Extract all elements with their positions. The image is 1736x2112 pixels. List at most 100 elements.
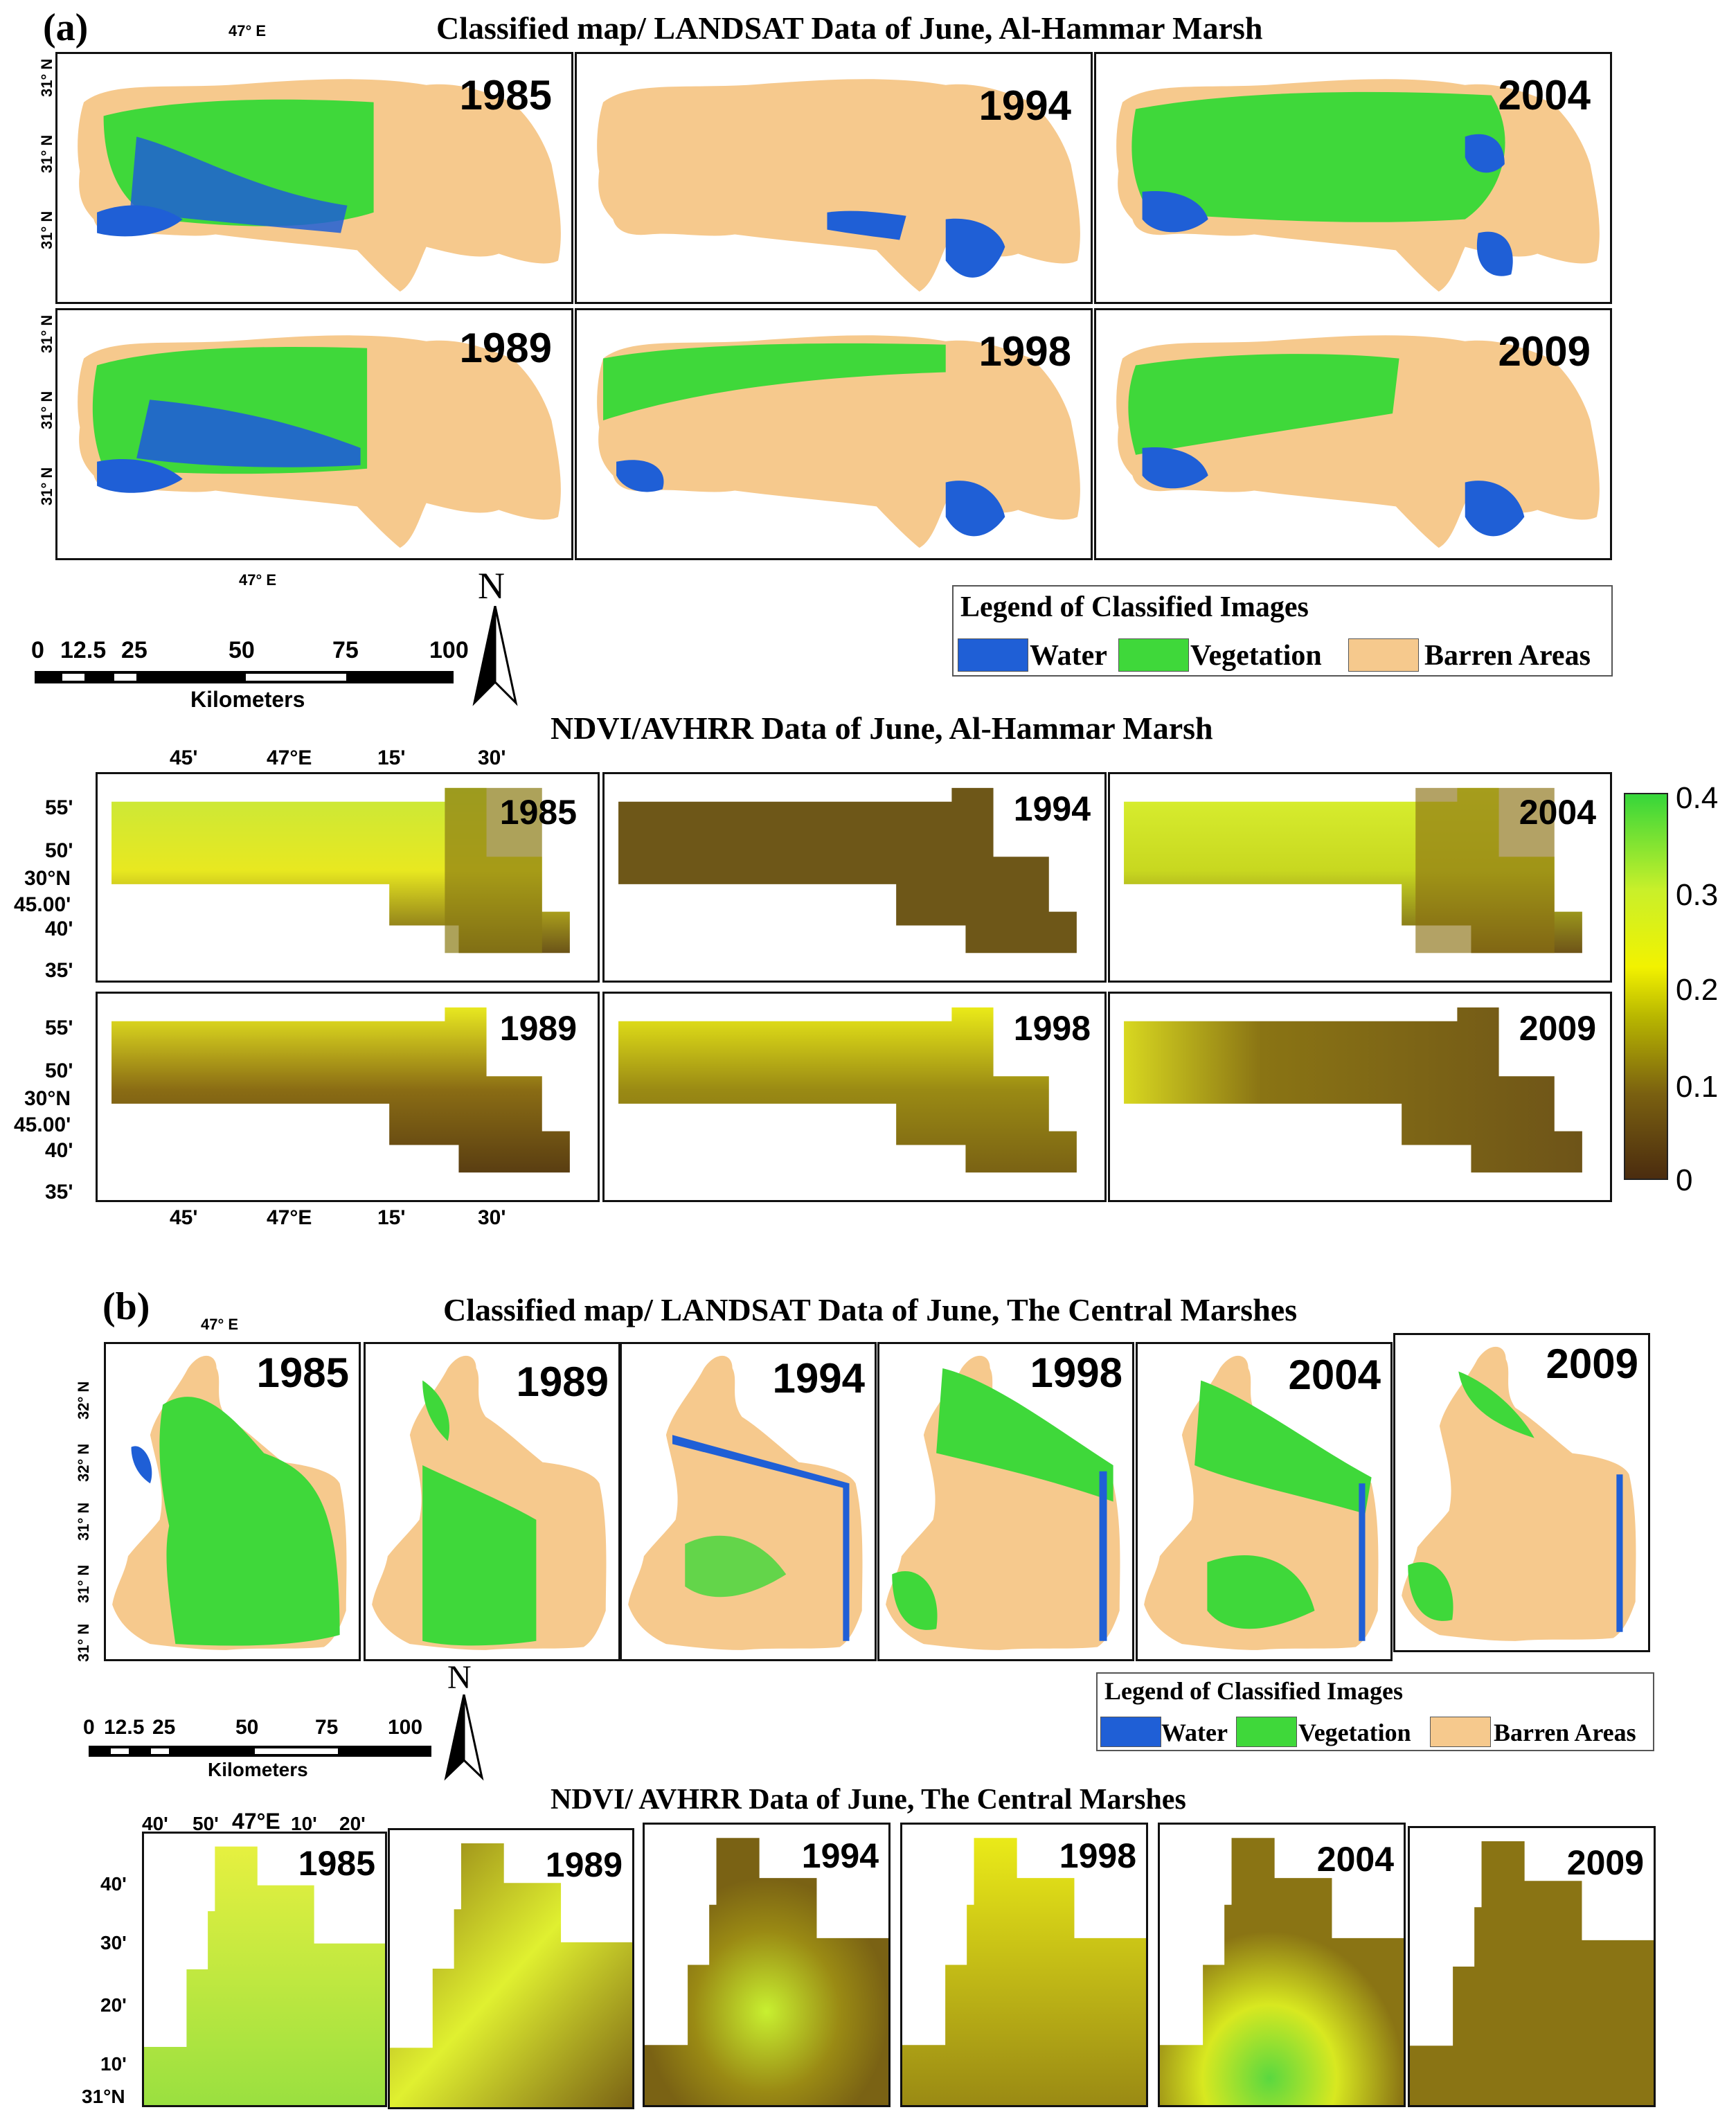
scale-tick: 100 <box>388 1716 423 1739</box>
ndvi-lat-tick: 20' <box>100 1994 127 2016</box>
colorbar-tick: 0.2 <box>1676 973 1719 1007</box>
water-swatch <box>1100 1717 1161 1747</box>
year-label: 2004 <box>1316 1840 1394 1879</box>
colorbar-tick: 0.4 <box>1676 781 1719 815</box>
scale-tick: 75 <box>315 1716 339 1739</box>
scale-tick: 25 <box>152 1716 176 1739</box>
barren-swatch <box>1348 638 1419 672</box>
scale-unit: Kilometers <box>190 687 305 712</box>
year-label: 1994 <box>978 82 1071 129</box>
colorbar-tick: 0.1 <box>1676 1070 1719 1104</box>
scale-bar-b: 0 12.5 25 50 75 100 Kilometers <box>83 1716 443 1780</box>
year-label: 2009 <box>1566 1843 1644 1882</box>
year-label: 1985 <box>459 72 552 118</box>
legend-label: Water <box>1030 640 1107 672</box>
year-label: 1994 <box>801 1836 879 1875</box>
legend-title: Legend of Classified Images <box>1104 1677 1403 1705</box>
ndvi-lon-tick: 47°E <box>267 746 312 769</box>
classified-map-a-1989: 1989 <box>55 308 573 560</box>
year-label: 2009 <box>1519 1009 1596 1048</box>
legend-label: Vegetation <box>1298 1719 1411 1746</box>
scale-tick: 100 <box>429 637 469 663</box>
ndvi-lat-tick: 50' <box>45 1059 73 1082</box>
lat-tick: 31° N <box>38 391 55 429</box>
ndvi-lon-tick: 45' <box>170 746 198 769</box>
ndvi-map-b-1998: 1998 <box>900 1823 1148 2107</box>
north-arrow-a: N <box>471 564 519 710</box>
year-label: 1998 <box>978 328 1071 375</box>
year-label: 1989 <box>459 325 552 371</box>
north-label: N <box>478 565 505 607</box>
year-label: 2004 <box>1498 72 1591 118</box>
legend-a: Legend of Classified Images Water Vegeta… <box>952 585 1613 677</box>
lon-tick-b: 47° E <box>201 1316 239 1333</box>
north-label: N <box>447 1659 472 1696</box>
ndvi-map-a-1985: 1985 <box>96 772 600 983</box>
ndvi-lon-tick: 15' <box>377 746 406 769</box>
ndvi-lon-tick: 10' <box>291 1813 317 1834</box>
ndvi-lat-tick: 45.00' <box>14 1113 71 1136</box>
ndvi-lat-tick: 40' <box>100 1873 127 1895</box>
ndvi-lat-tick: 35' <box>45 959 73 982</box>
year-label: 1989 <box>516 1359 609 1405</box>
ndvi-lat-tick: 55' <box>45 1017 73 1039</box>
scale-tick: 12.5 <box>60 637 107 663</box>
ndvi-map-b-2004: 2004 <box>1158 1823 1406 2107</box>
ndvi-title-b: NDVI/ AVHRR Data of June, The Central Ma… <box>551 1784 1186 1816</box>
classified-map-a-1998: 1998 <box>575 308 1093 560</box>
vegetation-swatch <box>1118 638 1189 672</box>
ndvi-map-b-1989: 1989 <box>388 1828 634 2109</box>
classified-title-b: Classified map/ LANDSAT Data of June, Th… <box>443 1292 1298 1327</box>
year-label: 1998 <box>1013 1009 1091 1048</box>
ndvi-lon-tick: 47°E <box>232 1809 280 1834</box>
year-label: 2004 <box>1519 793 1596 832</box>
lat-tick: 31° N <box>38 467 55 505</box>
scale-tick: 0 <box>31 637 44 663</box>
classified-map-a-2004: 2004 <box>1094 52 1612 304</box>
ndvi-lon-tick: 47°E <box>267 1206 312 1229</box>
classified-map-a-1985: 1985 <box>55 52 573 304</box>
ndvi-map-a-1998: 1998 <box>602 992 1107 1202</box>
colorbar-tick: 0.3 <box>1676 878 1719 912</box>
scale-unit: Kilometers <box>208 1759 308 1780</box>
ndvi-lon-tick: 45' <box>170 1206 198 1229</box>
ndvi-lat-tick: 40' <box>45 918 73 940</box>
year-label: 2009 <box>1546 1341 1638 1387</box>
year-label: 2004 <box>1288 1352 1381 1398</box>
lat-tick: 32° N <box>75 1443 92 1482</box>
vegetation-swatch <box>1236 1717 1297 1747</box>
scale-tick: 50 <box>235 1716 259 1739</box>
classified-map-b-1985: 1985 <box>104 1342 361 1661</box>
legend-b: Legend of Classified Images Water Vegeta… <box>1096 1672 1654 1751</box>
ndvi-lat-tick: 45.00' <box>14 893 71 916</box>
water-swatch <box>958 638 1028 672</box>
lon-tick-bottom-a: 47° E <box>239 571 277 589</box>
north-arrow-b: N <box>443 1658 485 1783</box>
lon-tick-top-a: 47° E <box>229 22 267 39</box>
ndvi-lon-tick: 40' <box>142 1813 168 1834</box>
scale-tick: 0 <box>83 1716 95 1739</box>
legend-label: Barren Areas <box>1494 1719 1636 1746</box>
ndvi-map-a-2009: 2009 <box>1108 992 1612 1202</box>
legend-label: Vegetation <box>1190 640 1322 672</box>
year-label: 1994 <box>772 1355 865 1402</box>
ndvi-map-b-1994: 1994 <box>643 1823 891 2107</box>
legend-title: Legend of Classified Images <box>960 591 1309 623</box>
ndvi-lat-tick: 55' <box>45 796 73 819</box>
ndvi-lat-tick: 35' <box>45 1181 73 1203</box>
lat-tick: 32° N <box>75 1381 92 1420</box>
barren-swatch <box>1430 1717 1491 1747</box>
lat-tick: 31° N <box>75 1502 92 1541</box>
ndvi-lat-tick: 30°N <box>24 1087 71 1110</box>
legend-label: Water <box>1161 1719 1228 1746</box>
ndvi-map-a-1994: 1994 <box>602 772 1107 983</box>
panel-label-a: (a) <box>43 6 89 49</box>
lat-tick: 31° N <box>38 211 55 249</box>
ndvi-lon-tick: 30' <box>478 746 506 769</box>
colorbar-tick: 0 <box>1676 1163 1693 1197</box>
scale-tick: 50 <box>229 637 255 663</box>
year-label: 1989 <box>499 1009 577 1048</box>
lat-tick: 31° N <box>38 314 55 353</box>
ndvi-lon-tick: 15' <box>377 1206 406 1229</box>
ndvi-colorbar <box>1624 793 1668 1180</box>
